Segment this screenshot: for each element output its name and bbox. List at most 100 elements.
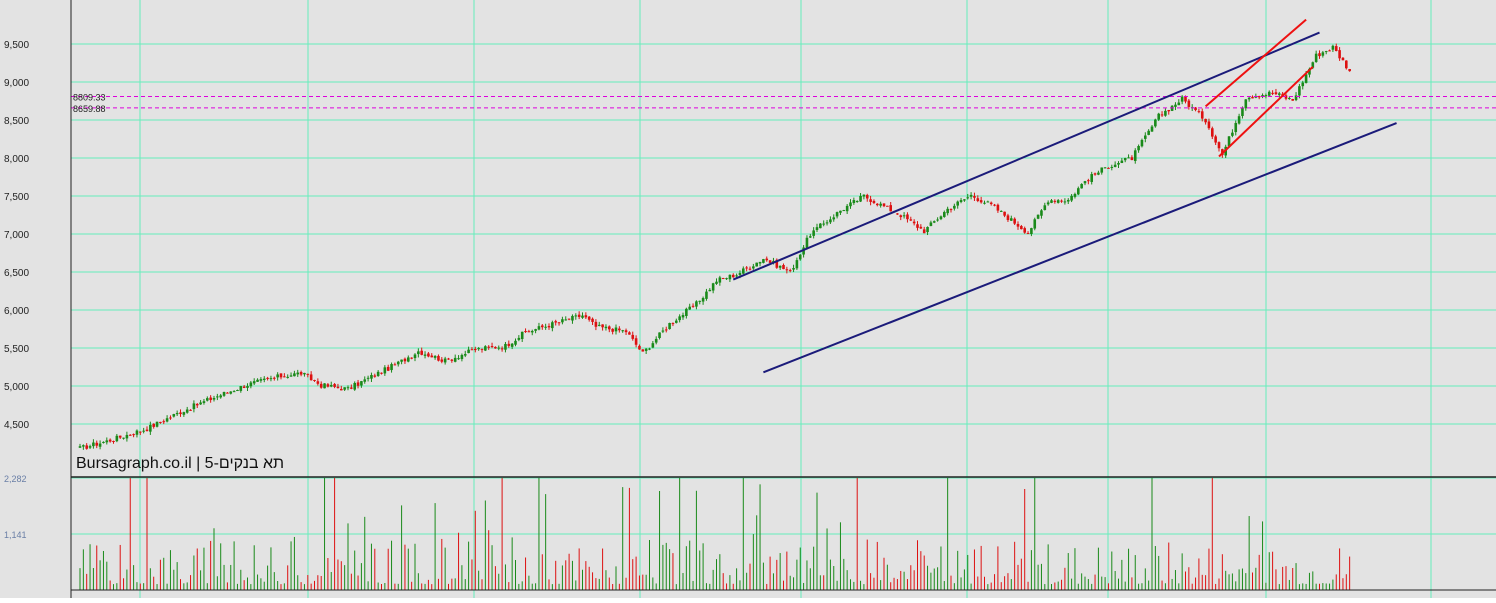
candle-body bbox=[778, 265, 782, 268]
y-tick-label: 5,000 bbox=[4, 382, 29, 393]
candle-body bbox=[658, 332, 661, 339]
candle-body bbox=[792, 268, 795, 270]
candle-body bbox=[112, 440, 115, 442]
candle-body bbox=[477, 348, 480, 350]
candle-body bbox=[289, 375, 293, 377]
candle-body bbox=[319, 383, 323, 388]
volume-bars bbox=[79, 478, 1351, 590]
candle-body bbox=[232, 391, 236, 393]
candle-body bbox=[135, 430, 139, 435]
candle-body bbox=[879, 203, 882, 206]
candle-body bbox=[1348, 69, 1351, 72]
candle-body bbox=[383, 367, 387, 374]
candle-body bbox=[785, 269, 789, 271]
candle-body bbox=[1077, 188, 1080, 195]
candle-body bbox=[705, 291, 708, 299]
candle-body bbox=[1160, 114, 1164, 116]
candle-body bbox=[1207, 121, 1211, 129]
candle-body bbox=[256, 379, 259, 382]
level-label: 8659.88 bbox=[73, 104, 106, 114]
candle-body bbox=[544, 326, 547, 328]
candle-body bbox=[728, 274, 732, 280]
candle-body bbox=[989, 202, 993, 205]
candle-body bbox=[999, 210, 1003, 212]
candle-body bbox=[360, 381, 363, 386]
candle-body bbox=[82, 445, 85, 447]
candle-body bbox=[634, 338, 638, 345]
candle-body bbox=[437, 355, 440, 361]
candle-body bbox=[701, 298, 705, 302]
candle-body bbox=[78, 446, 82, 448]
candle-body bbox=[1157, 113, 1160, 120]
candle-body bbox=[986, 201, 990, 203]
candle-body bbox=[510, 343, 514, 347]
candle-body bbox=[731, 274, 735, 278]
candle-body bbox=[805, 237, 809, 249]
candle-body bbox=[795, 260, 799, 269]
candle-body bbox=[889, 205, 892, 212]
candle-body bbox=[628, 332, 631, 335]
candle-body bbox=[316, 381, 320, 384]
candle-body bbox=[457, 358, 460, 360]
candle-body bbox=[309, 374, 313, 381]
candle-body bbox=[460, 354, 464, 360]
candle-body bbox=[557, 322, 561, 324]
candle-body bbox=[149, 424, 152, 432]
candle-body bbox=[738, 272, 742, 276]
candle-body bbox=[276, 374, 279, 378]
candle-body bbox=[1103, 167, 1107, 169]
candle-body bbox=[206, 398, 209, 401]
candle-body bbox=[949, 209, 953, 211]
candle-body bbox=[1147, 130, 1150, 135]
candle-body bbox=[564, 319, 568, 321]
candle-body bbox=[979, 200, 983, 203]
candle-body bbox=[748, 268, 752, 270]
candle-body bbox=[443, 358, 447, 363]
candle-body bbox=[433, 355, 437, 358]
candle-body bbox=[105, 440, 109, 443]
candle-body bbox=[708, 289, 712, 292]
candle-body bbox=[1180, 96, 1184, 102]
candle-body bbox=[410, 357, 413, 359]
candle-body bbox=[547, 325, 551, 328]
candle-body bbox=[497, 347, 501, 349]
candle-body bbox=[393, 364, 397, 366]
candle-body bbox=[912, 221, 916, 224]
candle-body bbox=[520, 331, 524, 340]
candle-body bbox=[725, 278, 728, 280]
candle-body bbox=[363, 379, 367, 382]
candle-body bbox=[711, 283, 715, 291]
candle-body bbox=[340, 388, 343, 391]
candle-body bbox=[407, 357, 410, 362]
candle-body bbox=[1187, 100, 1191, 107]
candle-body bbox=[169, 417, 172, 419]
candle-body bbox=[611, 328, 614, 332]
candle-body bbox=[1267, 91, 1271, 96]
y-tick-label: 7,500 bbox=[4, 192, 29, 203]
candle-body bbox=[252, 381, 256, 384]
candle-body bbox=[350, 387, 353, 389]
candle-body bbox=[1338, 50, 1341, 59]
candle-body bbox=[922, 229, 926, 234]
candle-body bbox=[919, 226, 923, 229]
candle-body bbox=[396, 361, 400, 365]
candle-body bbox=[624, 330, 628, 333]
candle-body bbox=[507, 343, 511, 346]
candle-body bbox=[742, 268, 745, 274]
candle-body bbox=[1080, 184, 1083, 189]
candle-body bbox=[762, 259, 765, 263]
candle-body bbox=[1244, 99, 1248, 109]
candle-body bbox=[1010, 218, 1013, 221]
candle-body bbox=[1066, 199, 1070, 202]
candle-body bbox=[336, 386, 340, 389]
candle-body bbox=[1023, 228, 1026, 233]
candle-body bbox=[1144, 135, 1147, 139]
candle-body bbox=[812, 230, 815, 236]
candle-body bbox=[152, 423, 155, 427]
candle-body bbox=[142, 430, 145, 432]
candle-body bbox=[427, 353, 430, 357]
candle-body bbox=[236, 390, 239, 392]
candle-body bbox=[92, 442, 95, 447]
candle-body bbox=[832, 217, 836, 220]
